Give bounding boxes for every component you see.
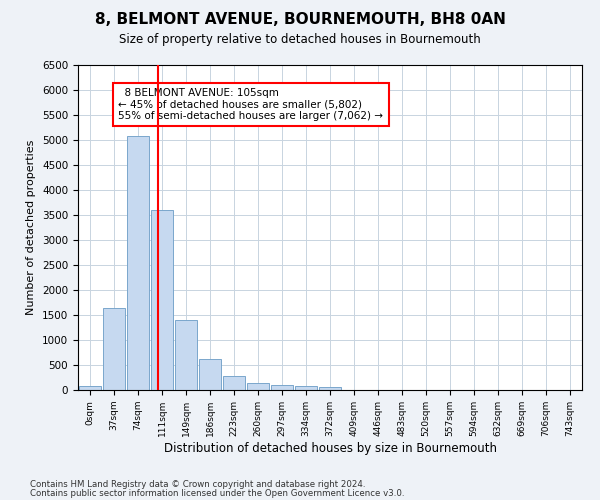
X-axis label: Distribution of detached houses by size in Bournemouth: Distribution of detached houses by size … [163, 442, 497, 454]
Text: Size of property relative to detached houses in Bournemouth: Size of property relative to detached ho… [119, 32, 481, 46]
Bar [103, 308, 125, 390]
Bar [319, 387, 341, 390]
Text: 8 BELMONT AVENUE: 105sqm  
← 45% of detached houses are smaller (5,802)
55% of s: 8 BELMONT AVENUE: 105sqm ← 45% of detach… [118, 88, 383, 121]
Text: 8, BELMONT AVENUE, BOURNEMOUTH, BH8 0AN: 8, BELMONT AVENUE, BOURNEMOUTH, BH8 0AN [95, 12, 505, 28]
Bar [127, 136, 149, 390]
Bar [175, 320, 197, 390]
Bar [79, 386, 101, 390]
Bar [295, 386, 317, 390]
Bar [247, 383, 269, 390]
Bar [223, 376, 245, 390]
Bar [271, 384, 293, 390]
Bar [199, 359, 221, 390]
Bar [151, 210, 173, 390]
Y-axis label: Number of detached properties: Number of detached properties [26, 140, 37, 315]
Text: Contains HM Land Registry data © Crown copyright and database right 2024.: Contains HM Land Registry data © Crown c… [30, 480, 365, 489]
Text: Contains public sector information licensed under the Open Government Licence v3: Contains public sector information licen… [30, 489, 404, 498]
